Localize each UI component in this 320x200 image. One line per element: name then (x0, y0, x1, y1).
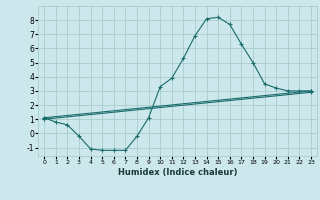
X-axis label: Humidex (Indice chaleur): Humidex (Indice chaleur) (118, 168, 237, 177)
